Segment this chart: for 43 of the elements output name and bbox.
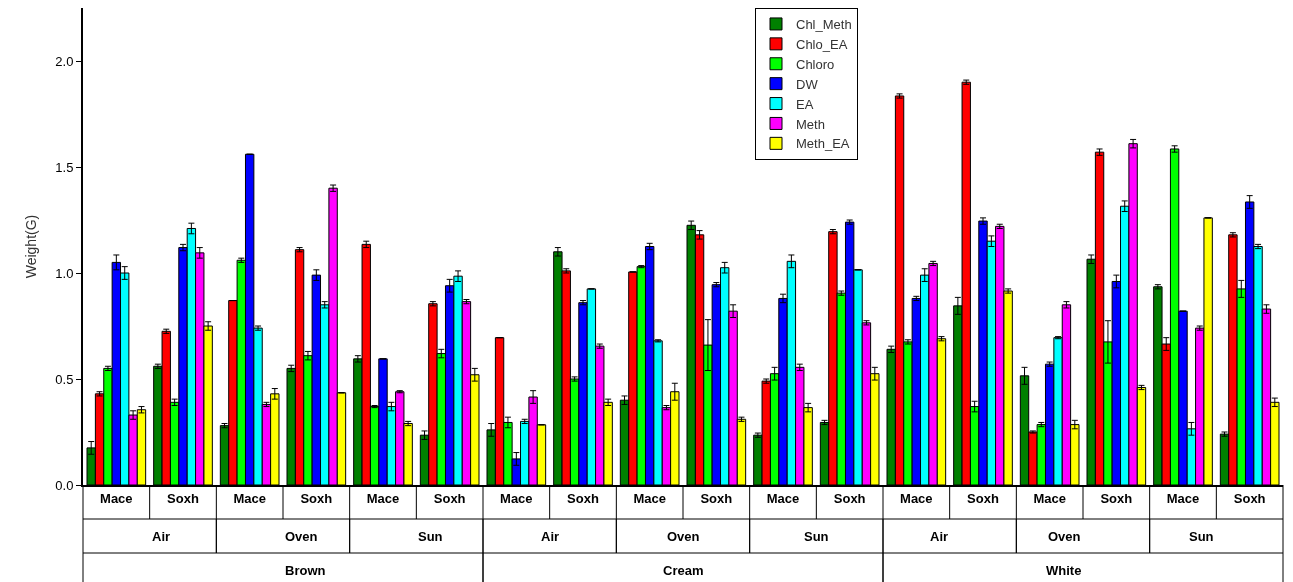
y-tick-label: 1.0	[55, 265, 74, 281]
y-tick-label: 0.0	[55, 477, 74, 493]
text: White	[1046, 563, 1082, 578]
x-tick-label: Soxh	[567, 490, 599, 506]
text: Sun	[1189, 529, 1214, 544]
legend-label: Chloro	[796, 56, 835, 72]
legend-label: Meth	[796, 116, 825, 132]
x-tick-label: Soxh	[167, 490, 199, 506]
text: Brown	[285, 563, 326, 578]
legend-label: DW	[796, 76, 819, 92]
text: Oven	[667, 529, 700, 544]
x-tick-label: Soxh	[1233, 490, 1266, 506]
legend-label: Chl_Meth	[796, 17, 852, 33]
x-tick-label: Mace	[1033, 490, 1066, 506]
x-tick-label: Soxh	[967, 490, 999, 506]
x-tick-label: Mace	[900, 490, 933, 506]
text: Sun	[418, 529, 443, 544]
y-tick-label: 0.5	[55, 371, 74, 387]
x-tick-label: Soxh	[300, 490, 333, 506]
text: Air	[541, 529, 560, 544]
x-tick-label: Mace	[233, 490, 266, 506]
text: Cream	[663, 563, 704, 578]
y-axis-title: Weight(G)	[23, 214, 40, 279]
x-tick-label: Mace	[500, 490, 533, 506]
text: Oven	[285, 529, 318, 544]
y-tick-label: 2.0	[55, 53, 74, 69]
x-tick-label: Soxh	[700, 490, 733, 506]
x-tick-label: Mace	[1166, 490, 1200, 506]
x-tick-label: Mace	[100, 490, 133, 506]
text: Sun	[804, 529, 829, 544]
x-tick-label: Mace	[766, 490, 800, 506]
text: Air	[152, 529, 171, 544]
y-tick-label: 1.5	[55, 159, 74, 175]
x-tick-label: Soxh	[833, 490, 866, 506]
text: Oven	[1048, 529, 1081, 544]
x-tick-label: Mace	[633, 490, 666, 506]
legend-label: Meth_EA	[796, 136, 850, 152]
x-tick-label: Mace	[366, 490, 400, 506]
x-tick-label: Soxh	[433, 490, 466, 506]
legend-label: Chlo_EA	[796, 36, 848, 52]
x-tick-label: Soxh	[1100, 490, 1133, 506]
text: Air	[930, 529, 949, 544]
legend-label: EA	[796, 96, 814, 112]
